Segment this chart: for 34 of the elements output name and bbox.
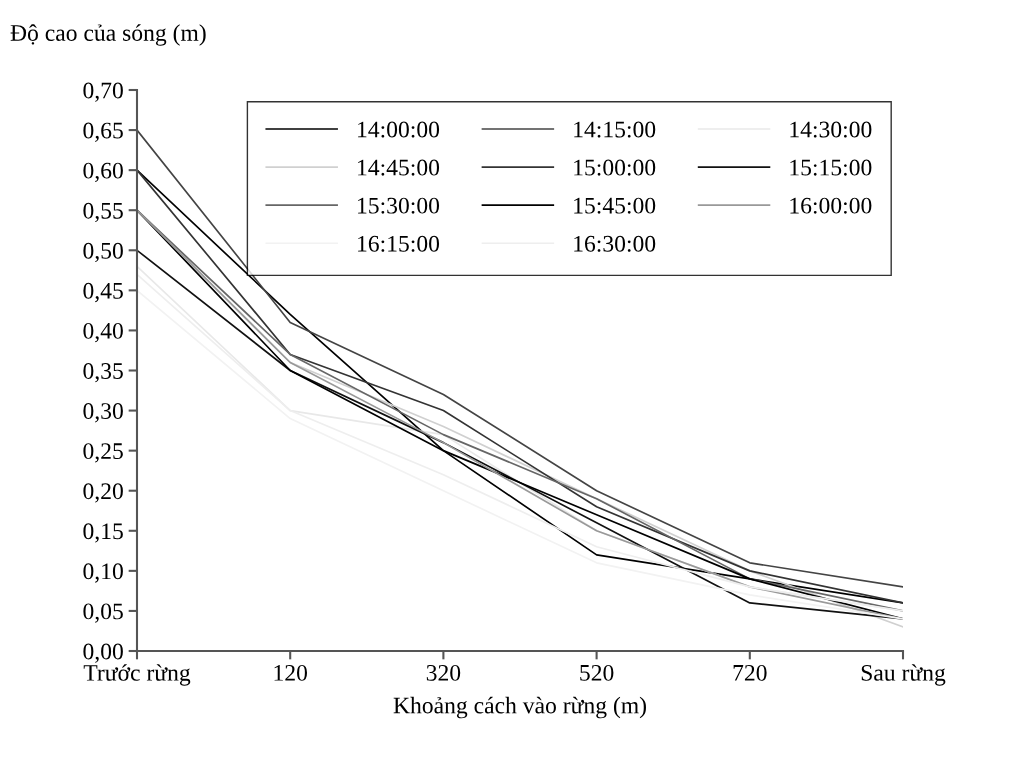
x-axis-title: Khoảng cách vào rừng (m): [393, 696, 646, 719]
x-tick-label: 720: [733, 664, 767, 681]
y-tick-label: 0,55: [83, 202, 123, 223]
x-tick-label: Sau rừng: [861, 664, 946, 686]
y-tick-label: 0,45: [83, 282, 123, 303]
legend-label: 14:45:00: [358, 159, 440, 176]
legend-label: 15:30:00: [358, 197, 440, 214]
y-tick-label: 0,50: [83, 242, 123, 263]
y-tick-label: 0,20: [83, 483, 123, 503]
y-tick-label: 0,60: [83, 162, 123, 182]
y-tick-label: 0,00: [83, 643, 123, 663]
legend-label: 14:00:00: [358, 121, 440, 138]
y-tick-label: 0,15: [83, 523, 123, 543]
legend-label: 15:00:00: [574, 159, 656, 176]
x-tick-label: 120: [274, 664, 308, 681]
x-tick-label: Trước rừng: [83, 664, 191, 686]
legend-label: 16:15:00: [358, 235, 440, 252]
legend-label: 14:15:00: [574, 121, 656, 138]
y-tick-label: 0,10: [83, 563, 123, 583]
y-tick-label: 0,35: [83, 362, 123, 383]
y-tick-label: 0,25: [83, 443, 123, 463]
y-tick-label: 0,40: [83, 322, 123, 343]
legend-label: 15:15:00: [790, 159, 872, 176]
legend-label: 15:45:00: [574, 197, 656, 214]
y-tick-label: 0,70: [83, 82, 123, 102]
x-tick-label: 520: [580, 664, 614, 681]
y-tick-label: 0,65: [83, 122, 123, 142]
y-tick-label: 0,05: [83, 603, 123, 623]
y-axis-title: Độ cao của sóng (m): [10, 24, 206, 46]
x-tick-label: 320: [426, 664, 461, 681]
legend-label: 16:00:00: [790, 197, 872, 214]
legend-label: 16:30:00: [574, 235, 656, 252]
legend-label: 14:30:00: [790, 121, 872, 138]
y-tick-label: 0,30: [83, 403, 123, 423]
